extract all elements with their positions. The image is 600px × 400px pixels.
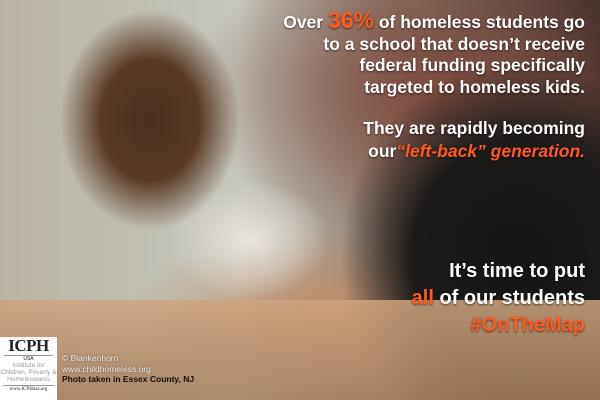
table-surface xyxy=(0,300,600,400)
copyright: © Blankenhorn xyxy=(62,353,119,363)
call-to-action: It’s time to put all of our students #On… xyxy=(412,258,585,339)
photo-location: Photo taken in Essex County, NJ xyxy=(62,374,195,384)
headline-text: of homeless students go xyxy=(374,12,585,32)
headline: Over 36% of homeless students go to a sc… xyxy=(283,7,585,98)
statement-text: our xyxy=(368,141,397,161)
logo-country: USA xyxy=(4,355,53,362)
second-statement: They are rapidly becoming our“left-back”… xyxy=(363,117,585,163)
logo-name: ICPH xyxy=(8,336,49,355)
photo-credits: © Blankenhorn www.childhomeless.org Phot… xyxy=(62,353,194,385)
headline-line: to a school that doesn’t receive xyxy=(323,33,585,54)
hashtag: #OnTheMap xyxy=(470,314,585,336)
stat-highlight: 36% xyxy=(327,7,374,33)
headline-line: targeted to homeless kids. xyxy=(364,76,585,97)
emphasis-text: “left-back” generation. xyxy=(396,141,585,161)
logo-subtitle: Institute for Children, Poverty & Homele… xyxy=(0,362,57,383)
website: www.childhomeless.org xyxy=(62,363,151,374)
statement-line: They are rapidly becoming xyxy=(363,118,585,138)
icph-logo: ICPH USA Institute for Children, Poverty… xyxy=(0,337,57,400)
cta-text: of our students xyxy=(433,287,585,309)
cta-line: It’s time to put xyxy=(449,260,585,282)
headline-text: Over xyxy=(283,12,328,32)
cta-highlight: all xyxy=(411,287,434,309)
headline-line: federal funding specifically xyxy=(359,55,585,75)
logo-url: www.ICPHusa.org xyxy=(3,385,54,392)
